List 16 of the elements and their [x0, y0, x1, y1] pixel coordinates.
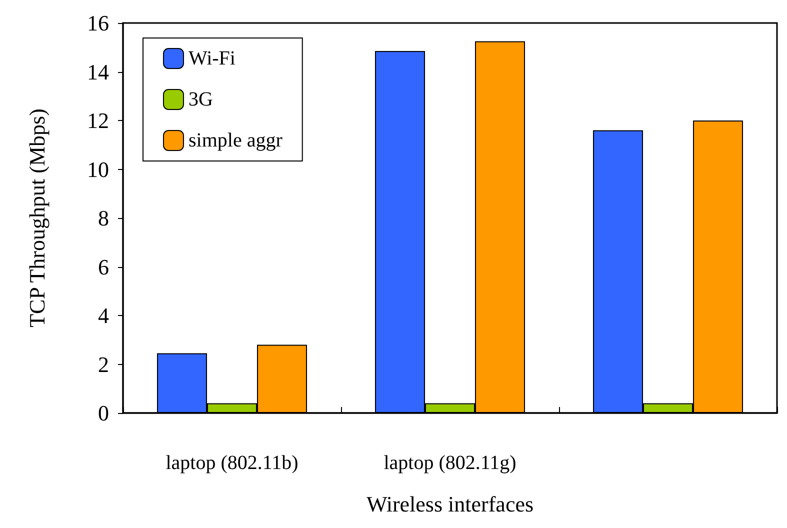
legend-label: Wi-Fi — [188, 48, 236, 70]
y-tick-label: 6 — [98, 254, 109, 280]
y-tick-label: 4 — [98, 303, 109, 328]
y-tick-label: 12 — [87, 108, 109, 133]
x-tick-label: laptop (802.11b) — [166, 452, 298, 474]
y-tick-label: 10 — [87, 156, 109, 182]
y-tick-label: 8 — [98, 206, 109, 230]
y-tick-label: 2 — [98, 352, 109, 377]
y-axis-title: TCP Throughput (Mbps) — [24, 108, 50, 328]
x-axis-title: Wireless interfaces — [366, 492, 534, 516]
legend-label: 3G — [188, 88, 213, 110]
y-tick-label: 14 — [87, 59, 109, 84]
y-tick-label: 0 — [98, 400, 109, 426]
legend-label: simple aggr — [188, 130, 283, 152]
y-tick-label: 16 — [87, 10, 109, 36]
x-tick-label: laptop (802.11g) — [384, 452, 516, 474]
